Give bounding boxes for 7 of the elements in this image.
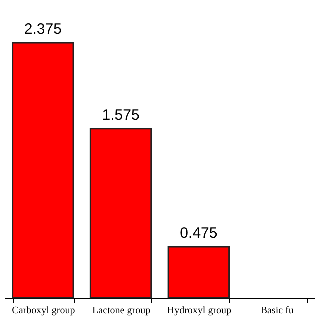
data-label: 2.375 (24, 21, 62, 38)
data-label: 0.475 (180, 225, 218, 242)
data-label: 1.575 (102, 106, 140, 124)
x-tick-label: Basic fu (260, 306, 294, 316)
x-tick-label: Lactone group (92, 306, 151, 316)
x-tick-label: Hydroxyl group (167, 306, 232, 316)
x-tick-label: Carboxyl group (12, 306, 76, 316)
